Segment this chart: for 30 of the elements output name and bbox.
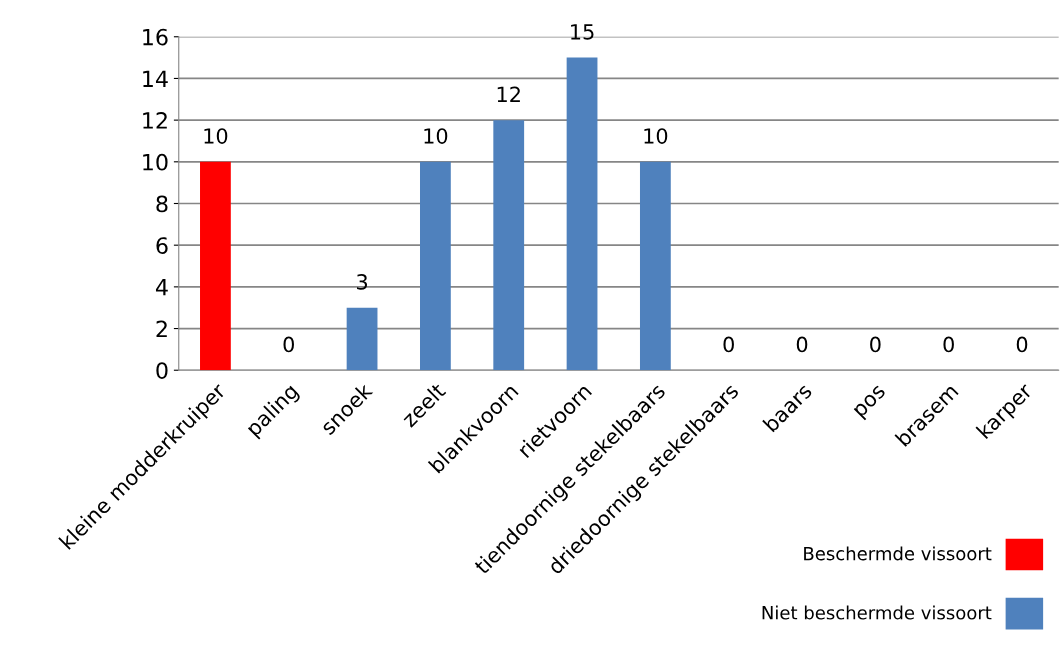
y-tick-label: 14 xyxy=(143,70,168,87)
data-label: 10 xyxy=(424,128,448,144)
data-label: 12 xyxy=(497,86,520,102)
data-label: 0 xyxy=(1016,336,1028,353)
y-tick-label: 6 xyxy=(156,237,168,254)
data-label: 0 xyxy=(723,336,734,353)
data-label: 3 xyxy=(357,274,368,290)
y-tick-label: 12 xyxy=(143,112,167,129)
y-tick-label: 0 xyxy=(156,362,168,379)
data-label: 15 xyxy=(571,24,594,40)
y-tick-label: 4 xyxy=(155,279,168,296)
legend-label: Niet beschermde vissoort xyxy=(762,605,992,620)
data-label: 10 xyxy=(644,128,668,144)
bar xyxy=(566,57,598,371)
bar xyxy=(420,161,451,371)
data-label: 0 xyxy=(283,336,294,353)
data-label: 0 xyxy=(870,336,881,353)
bar xyxy=(639,161,671,371)
data-label: 10 xyxy=(204,128,228,144)
bar xyxy=(493,120,525,371)
y-tick-label: 2 xyxy=(156,320,167,337)
y-tick-label: 8 xyxy=(156,195,168,213)
bar xyxy=(200,161,231,371)
x-tick-label: pos xyxy=(853,385,889,421)
data-label: 0 xyxy=(796,336,808,353)
data-label: 0 xyxy=(943,336,954,353)
legend-label: Beschermde vissoort xyxy=(804,546,992,561)
y-tick-label: 16 xyxy=(143,28,168,46)
y-tick-label: 10 xyxy=(143,153,168,171)
bar xyxy=(346,307,378,371)
